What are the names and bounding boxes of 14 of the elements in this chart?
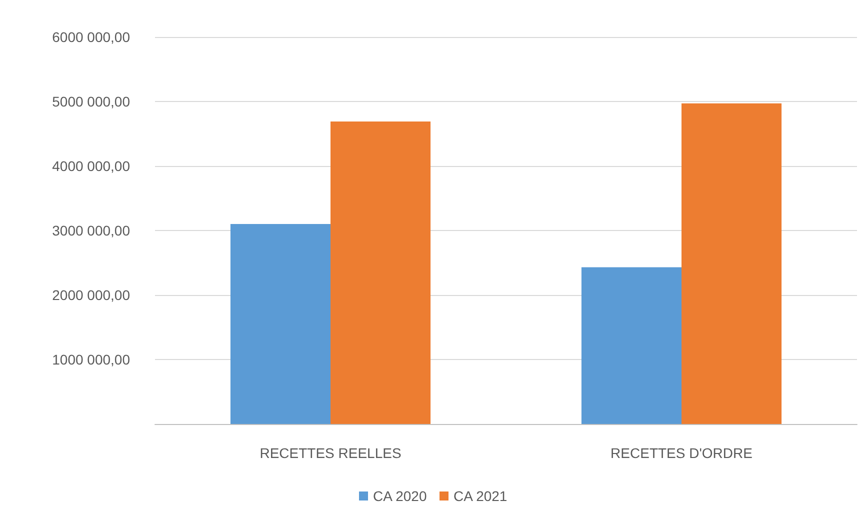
legend-label: CA 2020 [373,488,427,504]
bar [682,103,782,424]
y-tick-label: 5000 000,00 [52,94,130,110]
y-tick-label: 3000 000,00 [52,222,130,238]
y-tick-label: 4000 000,00 [52,158,130,174]
y-tick-label: 6000 000,00 [52,29,130,45]
x-tick-label: RECETTES REELLES [260,445,402,461]
bar [230,224,330,424]
y-tick-label: 2000 000,00 [52,287,130,303]
x-tick-label: RECETTES D'ORDRE [610,445,752,461]
bar [330,121,431,424]
legend-label: CA 2021 [454,488,508,504]
y-tick-label: 1000 000,00 [52,352,130,368]
bar [581,267,682,424]
